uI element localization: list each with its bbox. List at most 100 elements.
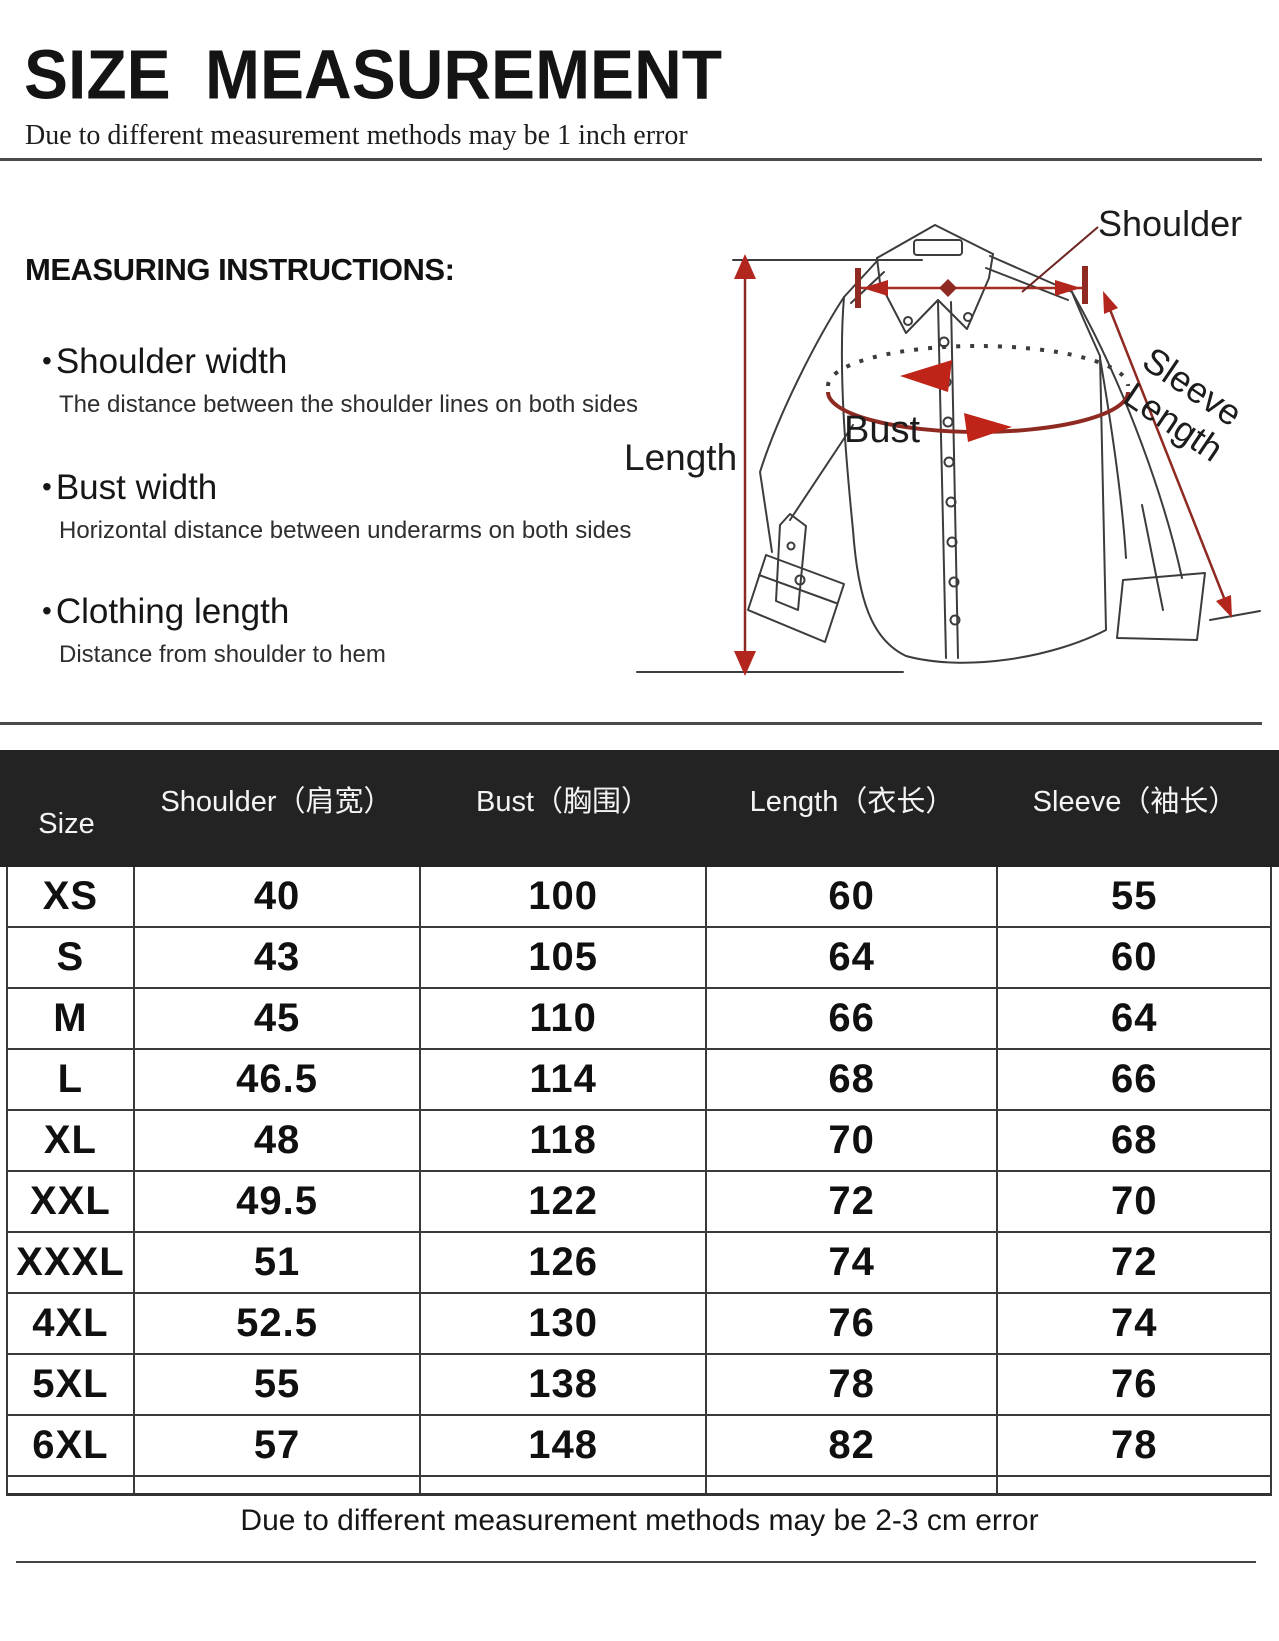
table-row-xxxl: XXXL 51 126 74 72 [8, 1233, 1272, 1294]
cell-shoulder: 49.5 [135, 1172, 422, 1231]
table-note: Due to different measurement methods may… [240, 1504, 1039, 1537]
instruction-term: Shoulder width [42, 340, 638, 386]
cell-size: XXL [8, 1172, 135, 1231]
table-row-l: L 46.5 114 68 66 [8, 1050, 1272, 1111]
cell-size: 5XL [8, 1355, 135, 1414]
table-row-m: M 45 110 66 64 [8, 989, 1272, 1050]
table-row-xs: XS 40 100 60 55 [8, 867, 1272, 928]
cell-empty [707, 1477, 999, 1493]
shoulder-pointer-line [1021, 226, 1099, 293]
table-row-4xl: 4XL 52.5 130 76 74 [8, 1294, 1272, 1355]
cell-empty [998, 1477, 1272, 1493]
cell-length: 74 [707, 1233, 999, 1292]
page-title: SIZE MEASUREMENT [24, 35, 723, 114]
cell-size: XS [8, 867, 135, 926]
col-header-bust: Bust（胸围） [475, 785, 651, 818]
instruction-desc: The distance between the shoulder lines … [59, 391, 639, 418]
table-row-empty [8, 1477, 1272, 1493]
cell-length: 68 [707, 1050, 999, 1109]
instruction-desc: Distance from shoulder to hem [59, 641, 386, 668]
instruction-term: Clothing length [42, 590, 386, 636]
cell-shoulder: 57 [135, 1416, 422, 1475]
divider-top [0, 158, 1262, 161]
table-row-6xl: 6XL 57 148 82 78 [8, 1416, 1272, 1477]
cell-sleeve: 74 [998, 1294, 1272, 1353]
cell-length: 78 [707, 1355, 999, 1414]
table-header-row: Size Shoulder（肩宽） Bust（胸围） Length（衣长） Sl… [0, 750, 1279, 867]
shoulder-measure-arrow [855, 266, 1088, 308]
cell-bust: 138 [421, 1355, 707, 1414]
cell-shoulder: 48 [135, 1111, 422, 1170]
instruction-shoulder-width: Shoulder width The distance between the … [42, 340, 638, 420]
cell-sleeve: 55 [998, 867, 1272, 926]
divider-above-table [0, 722, 1262, 725]
table-row-5xl: 5XL 55 138 78 76 [8, 1355, 1272, 1416]
cell-length: 64 [707, 928, 999, 987]
table-row-xxl: XXL 49.5 122 72 70 [8, 1172, 1272, 1233]
shirt-measurement-diagram: Shoulder Length Bust Sleeve Length [624, 203, 1261, 676]
cell-length: 60 [707, 867, 999, 926]
cell-length: 70 [707, 1111, 999, 1170]
instruction-term: Bust width [42, 466, 631, 512]
cell-sleeve: 68 [998, 1111, 1272, 1170]
cell-bust: 100 [421, 867, 707, 926]
sleeve-measure-arrow [1103, 291, 1232, 618]
cell-shoulder: 46.5 [135, 1050, 422, 1109]
label-length: Length [624, 437, 737, 478]
cell-size: XXXL [8, 1233, 135, 1292]
cell-sleeve: 72 [998, 1233, 1272, 1292]
cell-size: L [8, 1050, 135, 1109]
bust-arrow-left-icon [900, 360, 952, 392]
divider-bottom [16, 1561, 1256, 1563]
instruction-bust-width: Bust width Horizontal distance between u… [42, 466, 632, 546]
cell-empty [421, 1477, 707, 1493]
cell-bust: 110 [421, 989, 707, 1048]
col-header-sleeve: Sleeve（袖长） [1032, 785, 1238, 818]
cell-size: 6XL [8, 1416, 135, 1475]
cell-bust: 118 [421, 1111, 707, 1170]
instructions-heading: MEASURING INSTRUCTIONS: [25, 252, 455, 287]
size-table: XS 40 100 60 55 S 43 105 64 60 M 45 110 … [6, 867, 1272, 1496]
cell-sleeve: 64 [998, 989, 1272, 1048]
col-header-length: Length（衣长） [749, 785, 955, 818]
length-measure-arrow [734, 254, 756, 676]
cell-empty [135, 1477, 422, 1493]
cell-length: 72 [707, 1172, 999, 1231]
cell-size: S [8, 928, 135, 987]
table-row-s: S 43 105 64 60 [8, 928, 1272, 989]
label-sleeve-length: Sleeve Length [1116, 339, 1249, 470]
cell-size: M [8, 989, 135, 1048]
cell-size: XL [8, 1111, 135, 1170]
cell-bust: 122 [421, 1172, 707, 1231]
cell-shoulder: 40 [135, 867, 422, 926]
cell-shoulder: 55 [135, 1355, 422, 1414]
cell-shoulder: 51 [135, 1233, 422, 1292]
cell-bust: 126 [421, 1233, 707, 1292]
cell-sleeve: 66 [998, 1050, 1272, 1109]
cell-sleeve: 60 [998, 928, 1272, 987]
label-shoulder: Shoulder [1098, 203, 1242, 244]
cell-length: 66 [707, 989, 999, 1048]
cell-bust: 130 [421, 1294, 707, 1353]
table-row-xl: XL 48 118 70 68 [8, 1111, 1272, 1172]
col-header-shoulder: Shoulder（肩宽） [160, 785, 393, 818]
col-header-size: Size [38, 808, 95, 840]
instruction-desc: Horizontal distance between underarms on… [59, 517, 632, 544]
page-subtitle: Due to different measurement methods may… [25, 120, 688, 151]
bust-arrow-right-icon [964, 413, 1012, 442]
label-bust: Bust [844, 409, 920, 451]
cell-empty [8, 1477, 135, 1493]
cell-size: 4XL [8, 1294, 135, 1353]
cell-bust: 105 [421, 928, 707, 987]
cell-length: 76 [707, 1294, 999, 1353]
instruction-clothing-length: Clothing length Distance from shoulder t… [42, 590, 386, 670]
cell-bust: 114 [421, 1050, 707, 1109]
cell-shoulder: 52.5 [135, 1294, 422, 1353]
bust-dashed-arc [826, 344, 1130, 387]
cell-shoulder: 43 [135, 928, 422, 987]
cell-sleeve: 76 [998, 1355, 1272, 1414]
cell-bust: 148 [421, 1416, 707, 1475]
cell-shoulder: 45 [135, 989, 422, 1048]
cell-length: 82 [707, 1416, 999, 1475]
